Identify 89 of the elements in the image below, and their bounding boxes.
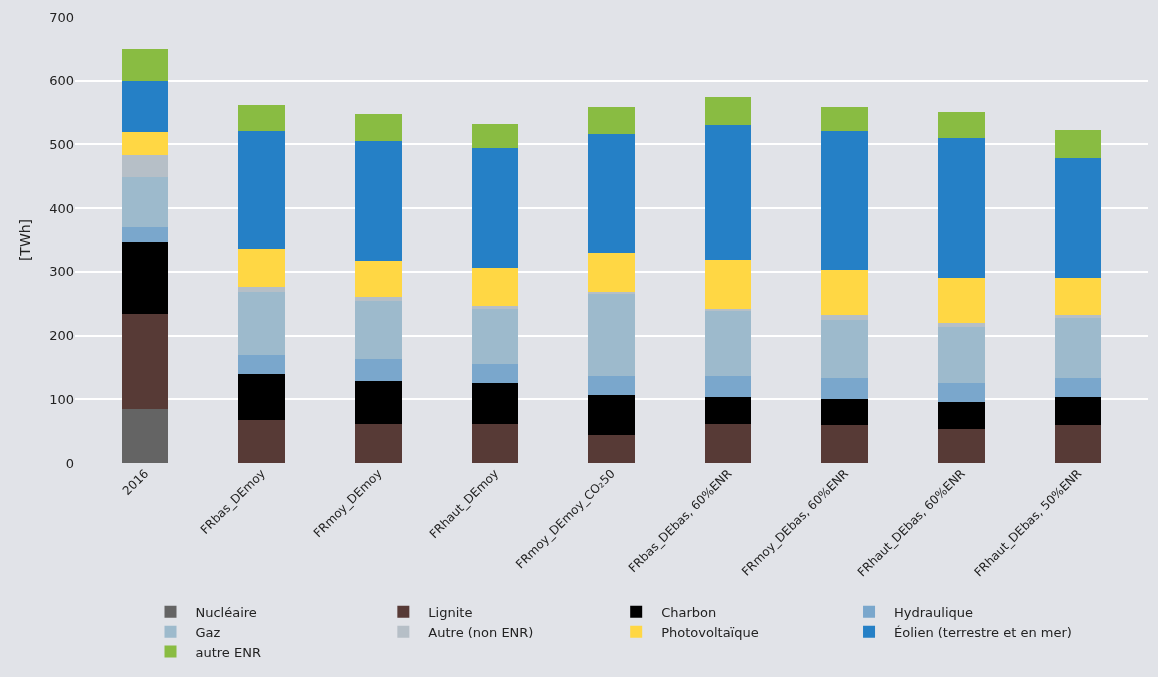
- bar: [121, 227, 169, 242]
- bar: [471, 309, 519, 364]
- y-tick-label: 200: [49, 328, 74, 344]
- bar: [121, 241, 169, 314]
- bar: [938, 382, 985, 402]
- bar: [1054, 157, 1102, 278]
- bar: [238, 104, 285, 132]
- bar: [704, 397, 752, 424]
- y-tick-label: 700: [49, 9, 74, 25]
- legend-label: Nucléaire: [195, 604, 257, 620]
- bar: [588, 133, 635, 254]
- bar: [238, 248, 285, 288]
- bar: [471, 363, 519, 384]
- bar: [354, 423, 402, 463]
- legend-label: Photovoltaïque: [661, 624, 759, 640]
- bar: [704, 376, 752, 398]
- bar: [354, 114, 402, 141]
- bar: [704, 97, 752, 125]
- bar: [238, 291, 285, 355]
- bar: [938, 327, 985, 383]
- bar: [821, 131, 869, 270]
- bar: [1054, 397, 1102, 426]
- bar: [1054, 315, 1102, 319]
- bar: [588, 394, 635, 435]
- bar: [238, 373, 285, 421]
- legend-label: Éolien (terrestre et en mer): [894, 624, 1072, 640]
- y-tick-label: 600: [49, 73, 74, 89]
- bar: [471, 124, 519, 149]
- bar: [121, 155, 169, 177]
- bar: [821, 378, 869, 400]
- bar: [354, 140, 402, 262]
- y-tick-label: 400: [49, 200, 74, 216]
- legend-label: Autre (non ENR): [428, 624, 534, 640]
- bar: [471, 306, 519, 310]
- bar: [821, 425, 869, 463]
- bar: [1054, 130, 1102, 158]
- bar: [121, 49, 169, 81]
- bar: [588, 376, 635, 395]
- legend-label: Charbon: [661, 604, 717, 620]
- bar: [238, 131, 285, 249]
- bar: [121, 80, 169, 132]
- bar: [938, 277, 985, 323]
- bar: [938, 428, 985, 463]
- bar: [704, 260, 752, 309]
- bar: [238, 420, 285, 463]
- bar: [588, 253, 635, 292]
- bar: [354, 380, 402, 424]
- bar: [938, 401, 985, 429]
- bar: [354, 261, 402, 297]
- bar: [821, 315, 869, 321]
- bar: [821, 269, 869, 316]
- bar: [588, 106, 635, 134]
- legend-label: Lignite: [428, 604, 473, 620]
- bar: [704, 423, 752, 463]
- bar: [238, 354, 285, 374]
- y-tick-label: 300: [49, 264, 74, 280]
- bar: [588, 434, 635, 463]
- bar: [821, 106, 869, 132]
- bar: [588, 294, 635, 377]
- bar: [471, 148, 519, 269]
- legend-label: autre ENR: [195, 644, 261, 660]
- bar: [121, 176, 169, 228]
- bar: [938, 138, 985, 278]
- bar: [1054, 277, 1102, 316]
- bar: [704, 311, 752, 377]
- bar: [471, 423, 519, 463]
- legend-label: Hydraulique: [894, 604, 974, 620]
- bar: [821, 320, 869, 379]
- legend-label: Gaz: [195, 624, 221, 640]
- y-tick-label: 500: [49, 136, 74, 152]
- y-tick-label: 100: [49, 391, 74, 407]
- bar: [121, 131, 169, 156]
- bar: [471, 383, 519, 424]
- bar: [704, 124, 752, 261]
- y-axis-title: [TWh]: [16, 218, 33, 262]
- bar: [471, 268, 519, 307]
- bar: [354, 301, 402, 360]
- y-tick-label: 0: [65, 455, 74, 471]
- bar: [1054, 318, 1102, 379]
- bar: [1054, 425, 1102, 463]
- bar: [354, 359, 402, 381]
- bar: [238, 287, 285, 292]
- bar: [938, 322, 985, 328]
- bar: [354, 296, 402, 302]
- bar: [821, 399, 869, 426]
- bar: [1054, 378, 1102, 398]
- bar: [121, 313, 169, 409]
- bar: [121, 408, 169, 463]
- bar: [938, 111, 985, 139]
